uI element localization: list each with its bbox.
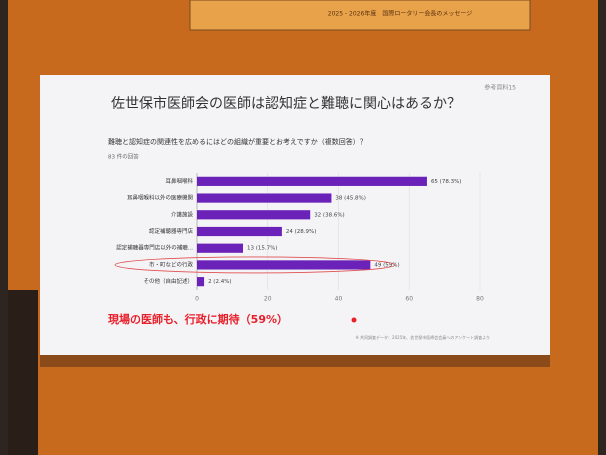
pillar: [8, 290, 38, 455]
slide-shadow: [40, 355, 550, 367]
value-label: 32 (38.6%): [314, 212, 345, 218]
bar: [197, 193, 331, 202]
chart: 2025 - 2026年度 国際ロータリー会長のメッセージ 参考資料15 佐世保…: [0, 0, 606, 455]
page-label: 参考資料15: [484, 84, 516, 92]
y-tick-label: 認定補聴器専門店: [149, 227, 194, 235]
y-tick-label: 耳鼻咽喉科以外の医療機関: [127, 194, 194, 202]
laser-dot: [352, 318, 357, 323]
x-tick-label: 80: [476, 296, 484, 303]
value-label: 65 (78.3%): [431, 179, 462, 185]
value-label: 2 (2.4%): [208, 279, 232, 285]
y-tick-label: 耳鼻咽喉科: [165, 177, 193, 185]
bar: [197, 244, 243, 253]
slide-title: 佐世保市医師会の医師は認知症と難聴に関心はあるか？: [111, 95, 461, 112]
x-tick-label: 0: [195, 296, 199, 303]
banner-text: 2025 - 2026年度 国際ロータリー会長のメッセージ: [328, 10, 472, 18]
x-tick-label: 40: [335, 296, 343, 303]
bar: [197, 260, 370, 269]
y-tick-label: その他（自由記述）: [143, 277, 193, 285]
bar: [197, 227, 282, 236]
value-label: 24 (28.9%): [286, 229, 317, 235]
bar: [197, 177, 427, 186]
value-label: 38 (45.8%): [335, 196, 366, 202]
y-tick-label: 認定補聴器専門店以外の補聴...: [116, 244, 193, 252]
question: 難聴と認知症の関連性を広めるにはどの組織が重要とお考えですか（複数回答）？: [108, 137, 367, 146]
y-tick-label: 市・町などの行政: [149, 260, 194, 268]
x-tick-label: 60: [405, 296, 413, 303]
x-tick-label: 20: [264, 296, 272, 303]
value-label: 13 (15.7%): [247, 246, 278, 252]
photo: 2025 - 2026年度 国際ロータリー会長のメッセージ 参考資料15 佐世保…: [0, 0, 606, 455]
annotation: 現場の医師も、行政に期待（59%）: [108, 312, 288, 326]
bar: [197, 210, 310, 219]
response-count: 83 件の回答: [108, 153, 139, 161]
bar: [197, 277, 204, 286]
y-tick-label: 介護施設: [171, 210, 194, 218]
footnote: ※ 共同調査データ：2025年、佐世保市医師会会員へのアンケート調査より: [355, 334, 490, 340]
